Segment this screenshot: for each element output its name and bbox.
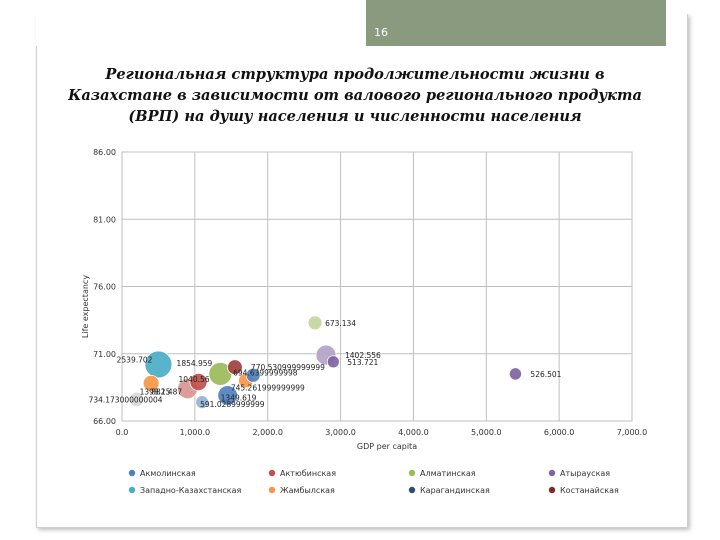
x-tick-label: 7,000.0 xyxy=(617,428,648,437)
bubble-point xyxy=(217,385,238,406)
data-label: 1402.556 xyxy=(345,351,381,360)
bubble-point xyxy=(245,367,261,383)
x-tick-label: 6,000.0 xyxy=(544,428,575,437)
x-tick-label: 2,000.0 xyxy=(252,428,283,437)
data-label: 734.173000000004 xyxy=(89,395,163,404)
slide-frame xyxy=(36,14,688,528)
y-tick-label: 86.00 xyxy=(93,148,116,157)
bubble-point xyxy=(144,350,173,379)
data-label: 1398.15 xyxy=(140,388,171,397)
legend-entry: Атырауская xyxy=(560,469,610,478)
bubble-point xyxy=(508,367,522,381)
data-label: 1854.959 xyxy=(177,359,213,368)
legend-entry: Костанайская xyxy=(560,486,619,495)
legend-marker xyxy=(268,486,276,494)
data-label: 673.134 xyxy=(325,319,356,328)
x-tick-label: 3,000.0 xyxy=(325,428,356,437)
legend-marker xyxy=(128,469,136,477)
legend-marker xyxy=(128,486,136,494)
bubble-point xyxy=(326,355,340,369)
x-tick-label: 0.0 xyxy=(116,428,129,437)
slide-number: 16 xyxy=(374,26,388,39)
y-tick-label: 81.00 xyxy=(93,215,116,224)
data-label: 2539.702 xyxy=(117,356,153,365)
data-label: 770.530999999999 xyxy=(251,363,325,372)
slide-title: Региональная структура продолжительности… xyxy=(68,66,642,125)
slide-number-box xyxy=(366,0,666,46)
x-tick-label: 4,000.0 xyxy=(398,428,429,437)
bubble-point xyxy=(195,395,210,410)
legend-marker xyxy=(548,486,556,494)
data-label: 745.261999999999 xyxy=(231,384,305,393)
x-tick-label: 5,000.0 xyxy=(471,428,502,437)
legend-marker xyxy=(408,486,416,494)
data-label: 1040.56 xyxy=(179,375,210,384)
legend-entry: Акмолинская xyxy=(140,469,196,478)
legend-marker xyxy=(268,469,276,477)
y-tick-label: 76.00 xyxy=(93,283,116,292)
grid-lines xyxy=(121,151,633,422)
axes: 66.00 71.00 76.00 81.00 86.00 0.0 1,000.0 2,000… xyxy=(81,148,647,451)
x-axis-title: GDP per capita xyxy=(357,442,417,451)
bubble-point xyxy=(227,359,243,376)
y-tick-label: 66.00 xyxy=(93,417,116,426)
bubbles xyxy=(128,315,522,410)
legend-entry: Западно-Казахстанская xyxy=(140,486,242,495)
data-label: 526.501 xyxy=(530,370,561,379)
legend-entry: Алматинская xyxy=(420,469,476,478)
y-axis-title: Life expectancy xyxy=(81,275,90,338)
bubble-point xyxy=(128,391,145,408)
data-label: 694.6399999998 xyxy=(233,368,298,377)
legend-marker xyxy=(548,469,556,477)
data-label: 882.487 xyxy=(151,387,182,396)
data-label: 591.0289999999 xyxy=(200,400,265,409)
bubble-point xyxy=(307,315,323,331)
y-tick-label: 71.00 xyxy=(93,350,116,359)
data-label: 1349.619 xyxy=(221,393,257,402)
bubble-point xyxy=(142,374,160,392)
bubble-point xyxy=(189,372,208,392)
legend-marker xyxy=(408,469,416,477)
legend: Акмолинская Актюбинская Алматинская Атыраус… xyxy=(128,469,619,495)
legend-entry: Жамбылская xyxy=(280,486,335,495)
x-tick-label: 1,000.0 xyxy=(180,428,211,437)
data-label: 513.721 xyxy=(347,358,378,367)
legend-entry: Карагандинская xyxy=(420,486,490,495)
legend-entry: Актюбинская xyxy=(280,469,336,478)
